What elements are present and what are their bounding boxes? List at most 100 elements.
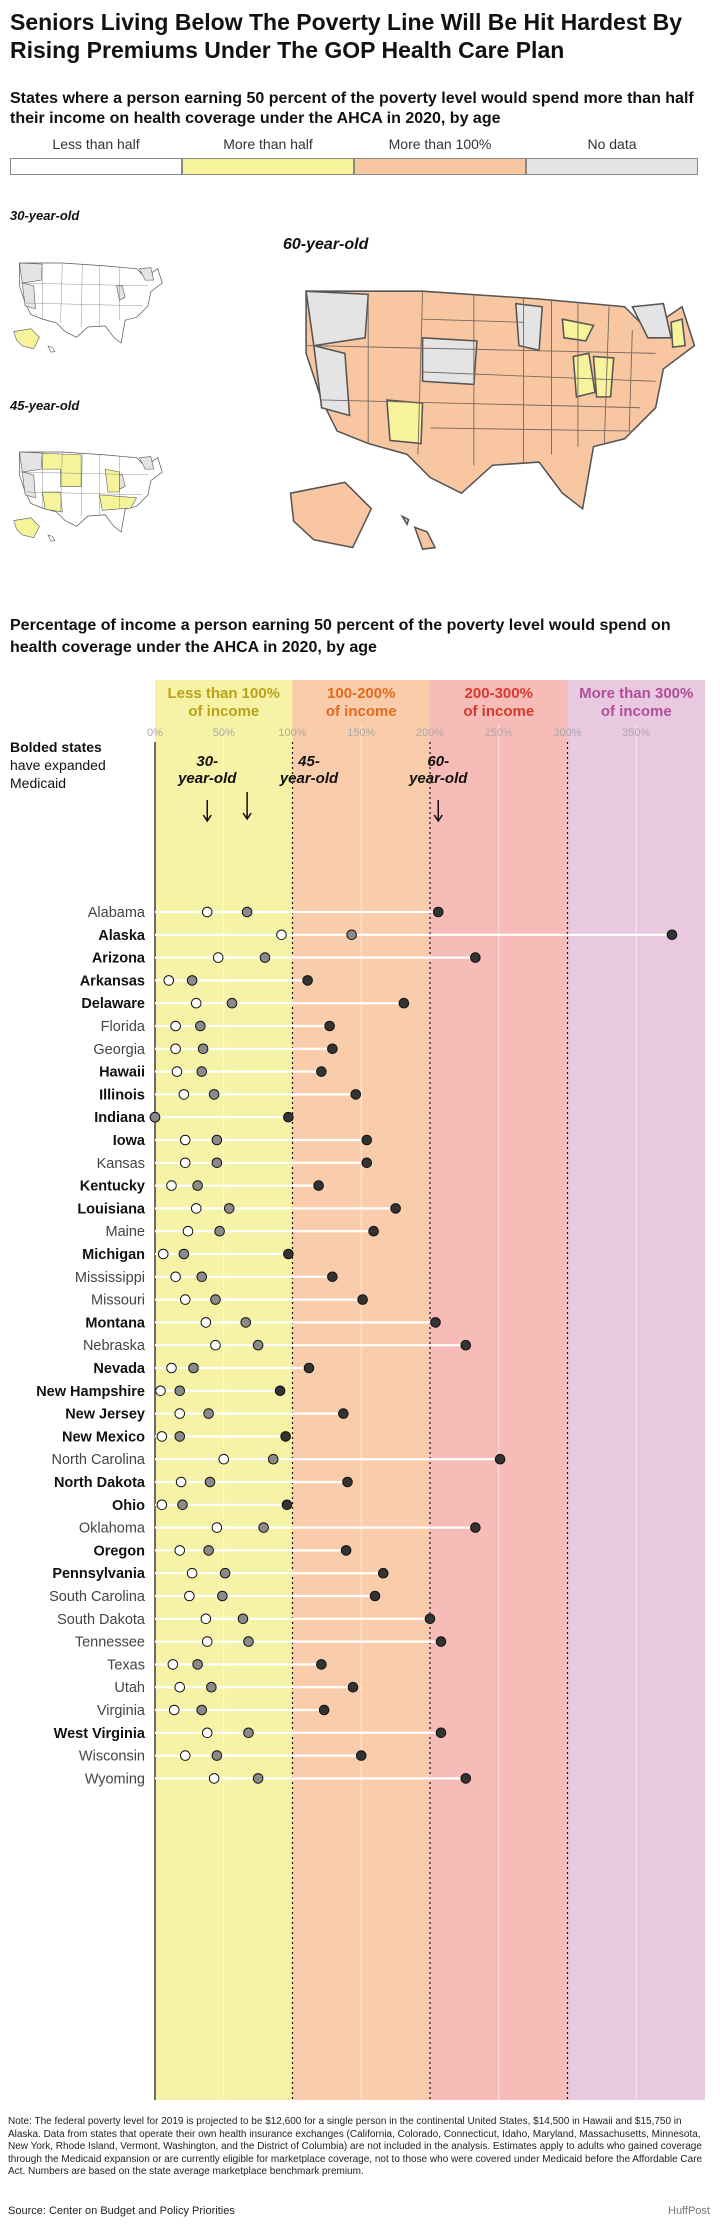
dot-alabama-60 [432,906,444,918]
state-label-indiana: Indiana [94,1110,146,1126]
state-label-south-carolina: South Carolina [49,1589,146,1605]
dot-south-carolina-45 [217,1590,228,1602]
dot-indiana-45 [149,1111,161,1123]
annotation-30-arrow-head [202,814,212,823]
dot-missouri-30 [179,1294,191,1305]
dot-pennsylvania-45 [219,1567,231,1579]
dot-texas-30 [167,1659,179,1670]
tick-top-3: 150% [347,727,375,739]
state-label-virginia: Virginia [97,1703,146,1719]
state-label-arkansas: Arkansas [80,973,145,989]
dot-missouri-45 [210,1294,221,1305]
dot-utah-30 [174,1681,186,1693]
dot-new-mexico-60 [280,1431,291,1442]
state-label-illinois: Illinois [99,1087,145,1103]
state-label-missouri: Missouri [91,1293,145,1309]
tick-top-5: 250% [485,727,513,739]
dot-new-jersey-45 [203,1408,214,1419]
annotation-30-line-1: year-old [177,770,237,787]
dot-florida-30 [170,1020,181,1032]
dot-north-dakota-60 [342,1476,353,1488]
dot-florida-60 [324,1020,335,1032]
dot-south-dakota-45 [237,1613,249,1625]
dot-tennessee-45 [243,1636,254,1647]
state-label-wisconsin: Wisconsin [79,1749,145,1765]
dot-alaska-30 [276,929,287,941]
dot-montana-60 [430,1317,441,1328]
dot-texas-45 [192,1659,203,1670]
dot-oklahoma-45 [258,1522,269,1533]
legend-label-more-than-100: More than 100% [388,136,492,152]
dot-new-mexico-30 [156,1431,168,1442]
dot-nebraska-30 [210,1339,221,1351]
dot-alabama-45 [241,906,253,918]
dot-utah-60 [347,1681,359,1693]
footnote: Note: The federal poverty level for 2019… [8,2116,703,2178]
dot-oklahoma-30 [211,1522,223,1533]
dot-kentucky-60 [313,1180,324,1191]
state-label-mississippi: Mississippi [75,1270,145,1286]
map-label-45: 45-year-old [10,398,80,413]
dot-iowa-45 [211,1134,223,1146]
dot-arkansas-45 [186,975,198,986]
annotation-45-line-0: 45- [297,753,320,770]
band-label-1: 100-200% [327,685,395,702]
state-label-north-dakota: North Dakota [54,1475,146,1491]
bolded-note-line-2: Medicaid [10,775,66,791]
state-label-maine: Maine [106,1224,146,1240]
dot-oregon-60 [340,1545,352,1556]
legend-label-more-than-half: More than half [223,136,313,152]
dot-indiana-60 [283,1111,294,1123]
state-label-new-hampshire: New Hampshire [36,1384,145,1400]
us-map-45-year-old [13,451,163,542]
band-label-line2-2: of income [463,703,534,720]
state-label-nevada: Nevada [93,1361,146,1377]
state-label-iowa: Iowa [113,1133,146,1149]
legend-swatch-more-than-100 [354,158,526,175]
legend-label-no-data: No data [587,136,637,152]
dot-missouri-60 [357,1294,368,1305]
map-label-60: 60-year-old [283,236,369,253]
us-map-30-year-old [13,262,163,353]
dot-georgia-45 [197,1043,209,1055]
tick-top-4: 200% [416,727,444,739]
state-label-kentucky: Kentucky [80,1179,145,1195]
dot-nevada-30 [166,1362,177,1374]
dot-south-carolina-30 [184,1590,195,1602]
state-label-west-virginia: West Virginia [54,1726,146,1742]
chart-title: Seniors Living Below The Poverty Line Wi… [10,9,683,63]
state-label-ohio: Ohio [112,1498,145,1514]
state-label-louisiana: Louisiana [77,1201,146,1217]
dot-new-hampshire-45 [174,1385,186,1397]
state-label-wyoming: Wyoming [85,1771,145,1787]
tick-top-2: 100% [278,727,306,739]
state-label-new-jersey: New Jersey [65,1407,145,1423]
source-note: Source: Center on Budget and Policy Prio… [8,2205,235,2217]
state-label-nebraska: Nebraska [83,1338,146,1354]
dot-virginia-60 [318,1704,330,1716]
us-map-60-year-old [289,290,696,550]
dot-arizona-60 [470,952,481,963]
dot-south-dakota-60 [424,1613,436,1625]
dot-oregon-30 [174,1545,186,1556]
dot-tennessee-60 [435,1636,447,1647]
dot-iowa-30 [179,1134,191,1146]
dot-new-mexico-45 [174,1431,186,1442]
dot-oklahoma-60 [470,1522,481,1533]
annotation-30-line-0: 30- [196,753,218,770]
state-label-alabama: Alabama [88,905,146,921]
dot-illinois-45 [208,1089,220,1100]
bolded-note-line-0: Bolded states [10,739,102,755]
dot-wisconsin-45 [211,1750,223,1761]
dot-north-dakota-45 [204,1476,216,1488]
state-label-utah: Utah [114,1680,145,1696]
state-label-montana: Montana [85,1315,146,1331]
dot-hawaii-45 [196,1066,208,1077]
dot-new-hampshire-60 [274,1385,286,1397]
dot-wyoming-30 [208,1773,220,1784]
state-label-north-carolina: North Carolina [52,1452,146,1468]
dot-ohio-30 [156,1499,168,1511]
dot-utah-45 [206,1681,217,1693]
dot-north-carolina-45 [267,1453,279,1465]
